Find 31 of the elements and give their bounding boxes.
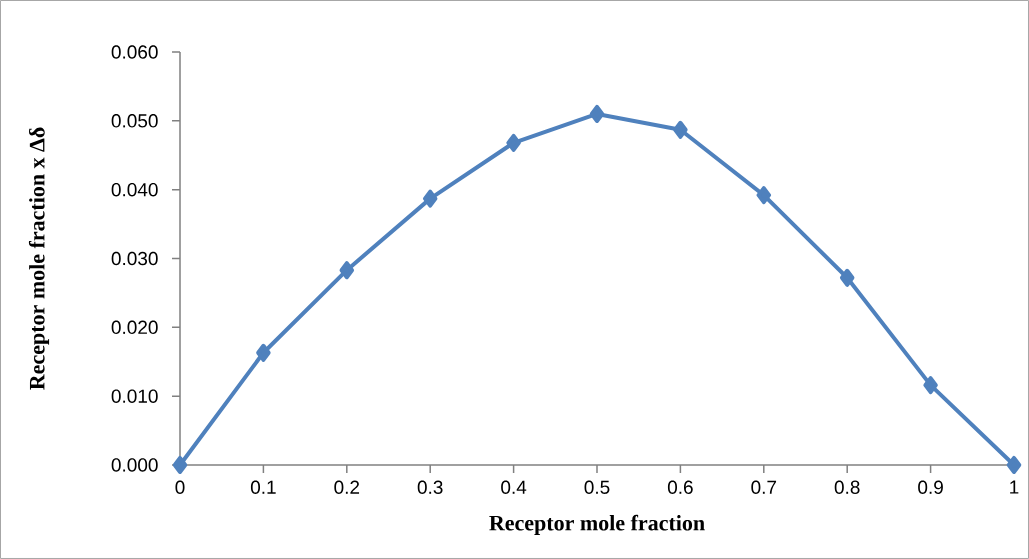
x-axis-title: Receptor mole fraction [489,514,705,536]
x-tick-label: 0 [175,480,185,494]
point [756,186,772,205]
point [339,261,355,280]
x-tick-label: 0.8 [834,480,860,494]
point [839,268,855,287]
x-tick-label: 1 [1010,480,1019,494]
point [923,376,938,395]
point [1006,455,1022,474]
y-tick-label: 0.000 [111,458,158,472]
x-tick-label: 0.7 [751,480,777,494]
x-tick-label: 0.1 [250,480,276,494]
point [172,455,188,474]
point [506,133,521,152]
y-axis-title: Receptor mole fraction x Δδ [28,127,50,390]
x-tick-label: 0.4 [501,480,527,494]
x-tick-label: 0.6 [667,480,693,494]
x-tick-label: 0.2 [334,480,360,494]
y-tick-label: 0.040 [111,182,158,197]
point [589,104,605,123]
y-tick-label: 0.060 [111,45,158,59]
y-tick-label: 0.020 [111,320,158,335]
y-tick-label: 0.050 [111,114,158,128]
x-tick-label: 0.9 [918,480,943,494]
y-tick-label: 0.030 [111,251,158,266]
y-tick-label: 0.010 [111,389,158,403]
x-tick-label: 0.3 [417,480,443,494]
point [673,120,688,139]
point [256,343,271,362]
point [422,189,438,208]
x-tick-label: 0.5 [584,480,610,494]
